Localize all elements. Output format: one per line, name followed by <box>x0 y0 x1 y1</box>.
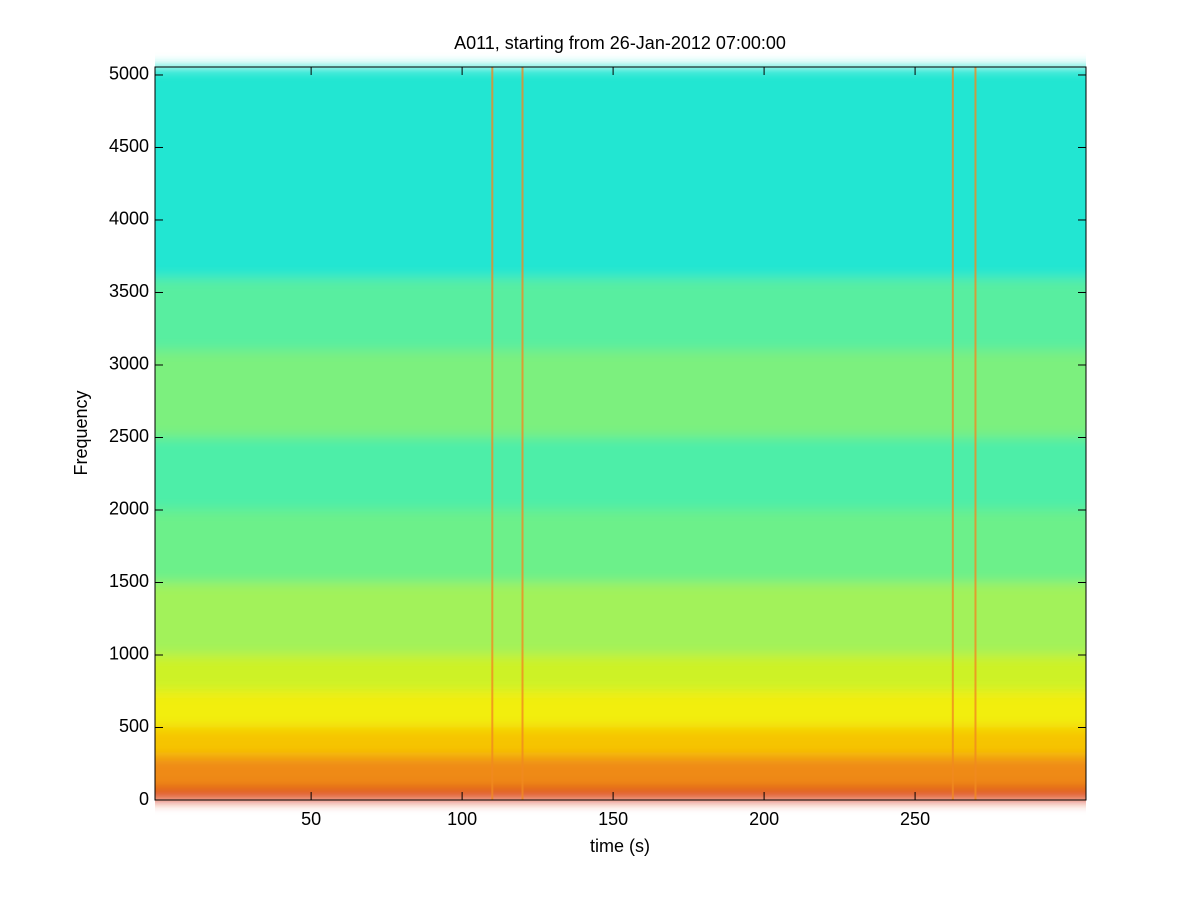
spectral-band <box>155 788 1086 800</box>
spectral-band <box>155 727 1086 757</box>
y-tick-label: 4000 <box>109 209 149 229</box>
spectral-band <box>155 350 1086 438</box>
y-tick-label: 1500 <box>109 571 149 591</box>
y-tick-label: 4500 <box>109 136 149 156</box>
y-tick-label: 0 <box>139 789 149 809</box>
spectrogram-image <box>155 67 1086 800</box>
spectral-band <box>155 654 1086 692</box>
y-tick-label: 2500 <box>109 426 149 446</box>
spectral-band <box>155 756 1086 789</box>
overlay <box>154 66 1087 801</box>
y-tick-label: 2000 <box>109 499 149 519</box>
y-axis-label: Frequency <box>71 390 91 475</box>
x-tick-label: 200 <box>749 809 779 829</box>
y-tick-label: 500 <box>119 716 149 736</box>
spectral-band <box>155 437 1086 510</box>
spectral-band <box>155 277 1086 351</box>
plot-frame <box>154 66 1087 801</box>
spectral-band <box>155 67 1086 278</box>
x-tick-label: 150 <box>598 809 628 829</box>
spectral-band <box>155 582 1086 655</box>
y-tick-label: 1000 <box>109 644 149 664</box>
y-tick-label: 3000 <box>109 354 149 374</box>
x-tick-label: 50 <box>301 809 321 829</box>
y-tick-label: 5000 <box>109 64 149 84</box>
chart-title: A011, starting from 26-Jan-2012 07:00:00 <box>454 33 786 53</box>
x-axis-label: time (s) <box>590 836 650 856</box>
y-tick-label: 3500 <box>109 281 149 301</box>
x-tick-label: 250 <box>900 809 930 829</box>
spectral-band <box>155 691 1086 728</box>
x-tick-label: 100 <box>447 809 477 829</box>
spectral-band <box>155 509 1086 583</box>
